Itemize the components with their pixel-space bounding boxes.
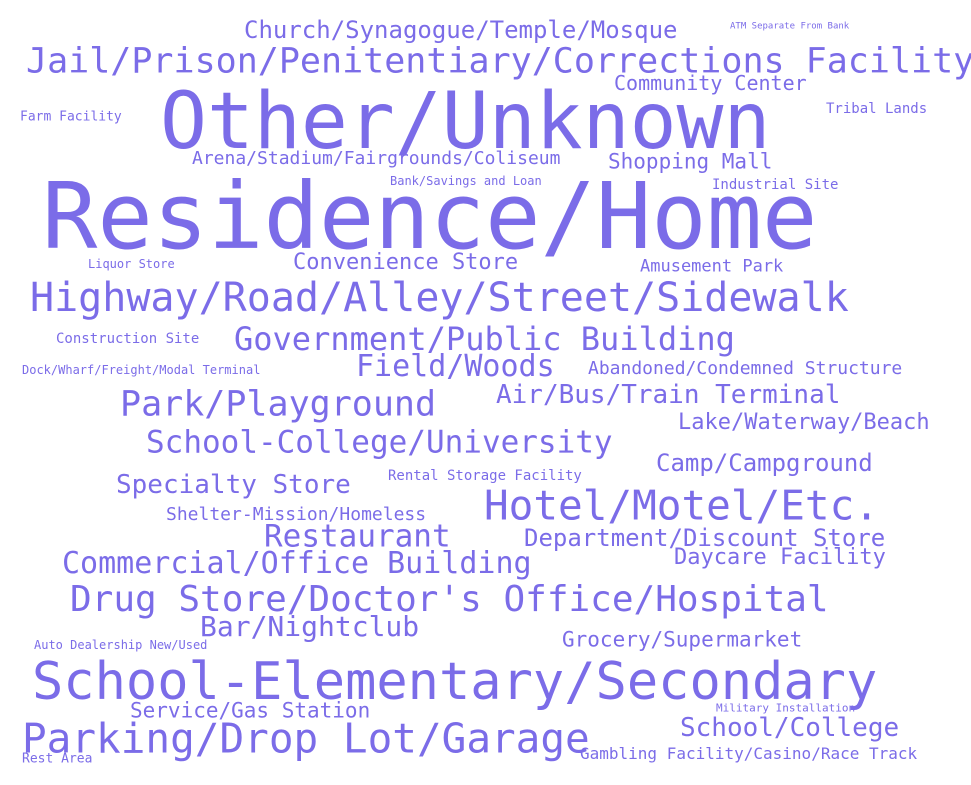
cloud-word: Camp/Campground — [656, 449, 873, 477]
cloud-word: Field/Woods — [356, 349, 555, 384]
cloud-word: Construction Site — [56, 331, 200, 347]
cloud-word: Abandoned/Condemned Structure — [588, 358, 903, 379]
cloud-word: Highway/Road/Alley/Street/Sidewalk — [30, 275, 849, 321]
cloud-word: Specialty Store — [116, 470, 351, 500]
cloud-word: School-College/University — [146, 424, 613, 461]
cloud-word: Hotel/Motel/Etc. — [484, 481, 879, 530]
cloud-word: Daycare Facility — [674, 545, 886, 570]
cloud-word: Park/Playground — [120, 384, 437, 425]
cloud-word: Tribal Lands — [826, 101, 928, 117]
cloud-word: Arena/Stadium/Fairgrounds/Coliseum — [192, 148, 561, 169]
cloud-word: School/College — [680, 713, 900, 743]
cloud-word: ATM Separate From Bank — [730, 21, 850, 32]
cloud-word: Lake/Waterway/Beach — [678, 410, 930, 435]
cloud-word: Parking/Drop Lot/Garage — [22, 714, 590, 763]
cloud-word: Military Installation — [716, 701, 856, 715]
cloud-word: Amusement Park — [640, 256, 784, 277]
cloud-word: Dock/Wharf/Freight/Modal Terminal — [22, 363, 261, 377]
cloud-word: Service/Gas Station — [130, 698, 371, 723]
cloud-word: School-Elementary/Secondary — [32, 652, 878, 712]
cloud-word: Liquor Store — [88, 257, 175, 271]
cloud-word: Shopping Mall — [608, 149, 773, 174]
cloud-word: Grocery/Supermarket — [562, 627, 803, 652]
cloud-word: Industrial Site — [712, 177, 839, 193]
cloud-word: Gambling Facility/Casino/Race Track — [580, 744, 918, 763]
cloud-word: Jail/Prison/Penitentiary/Corrections Fac… — [26, 41, 971, 82]
cloud-word: Rest Area — [22, 751, 93, 767]
cloud-word: Department/Discount Store — [524, 524, 886, 552]
cloud-word: Restaurant — [264, 518, 451, 555]
cloud-word: Government/Public Building — [234, 320, 735, 358]
cloud-word: Bank/Savings and Loan — [390, 174, 542, 188]
cloud-word: Other/Unknown — [160, 77, 771, 167]
cloud-word: Rental Storage Facility — [388, 468, 582, 484]
cloud-word: Residence/Home — [42, 163, 818, 270]
cloud-word: Convenience Store — [293, 250, 519, 275]
cloud-word: Farm Facility — [20, 109, 122, 125]
cloud-word: Drug Store/Doctor's Office/Hospital — [70, 579, 829, 620]
cloud-word: Bar/Nightclub — [200, 610, 420, 643]
cloud-word: Air/Bus/Train Terminal — [496, 380, 841, 410]
cloud-word: Church/Synagogue/Temple/Mosque — [244, 16, 678, 44]
cloud-word: Commercial/Office Building — [62, 546, 532, 581]
cloud-word: Shelter-Mission/Homeless — [166, 504, 427, 525]
cloud-word: Community Center — [614, 71, 807, 95]
cloud-word: Auto Dealership New/Used — [34, 638, 208, 652]
